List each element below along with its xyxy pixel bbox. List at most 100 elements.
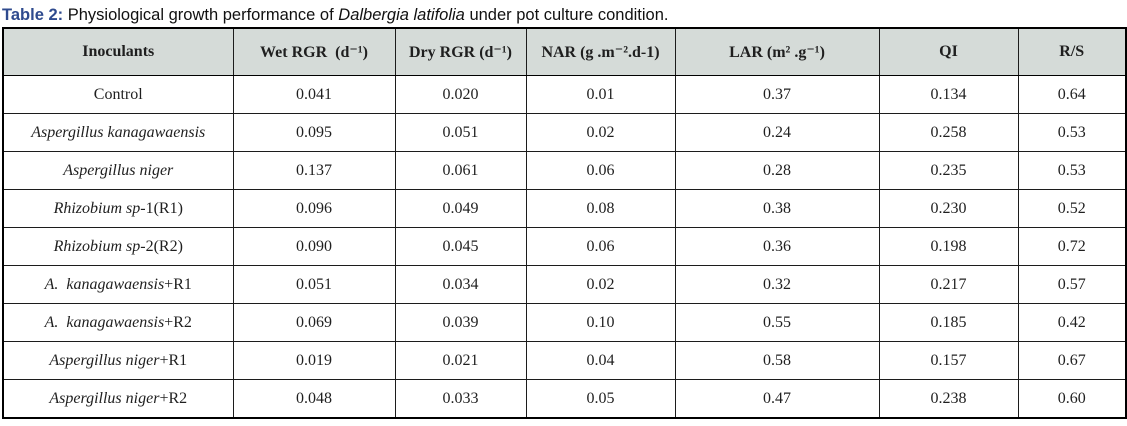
cell-wet-rgr: 0.048 [232, 379, 396, 419]
table-row: A. kanagawaensis+R1 0.051 0.034 0.02 0.3… [2, 265, 1127, 304]
cell-rs: 0.67 [1017, 341, 1127, 380]
cell-rs: 0.60 [1017, 379, 1127, 419]
cell-rs: 0.53 [1017, 113, 1127, 152]
cell-rs: 0.57 [1017, 265, 1127, 304]
inoculant-species-name: Rhizobium sp [53, 237, 141, 255]
cell-inoculant: A. kanagawaensis+R2 [2, 303, 234, 342]
table-caption-text-after: under pot culture condition. [464, 6, 669, 24]
inoculant-suffix: +R1 [164, 275, 192, 293]
cell-dry-rgr: 0.039 [394, 303, 527, 342]
table-row: Aspergillus niger+R1 0.019 0.021 0.04 0.… [2, 341, 1127, 380]
cell-dry-rgr: 0.020 [394, 75, 527, 114]
cell-inoculant: Control [2, 75, 234, 114]
inoculant-suffix: +R1 [159, 351, 188, 369]
cell-dry-rgr: 0.021 [394, 341, 527, 380]
table-row: Control 0.041 0.020 0.01 0.37 0.134 0.64 [2, 75, 1127, 114]
column-header-inoculants: Inoculants [2, 27, 234, 76]
table-row: Aspergillus niger 0.137 0.061 0.06 0.28 … [2, 151, 1127, 190]
table-caption: Table 2: Physiological growth performanc… [0, 0, 1127, 27]
cell-wet-rgr: 0.090 [232, 227, 396, 266]
cell-nar: 0.05 [525, 379, 676, 419]
column-header-lar: LAR (m² .g⁻¹) [674, 27, 880, 76]
inoculant-species-name: Aspergillus niger [49, 389, 160, 407]
cell-inoculant: Aspergillus niger [2, 151, 234, 190]
cell-rs: 0.64 [1017, 75, 1127, 114]
column-header-dry-rgr: Dry RGR (d⁻¹) [394, 27, 527, 76]
cell-nar: 0.04 [525, 341, 676, 380]
cell-lar: 0.36 [674, 227, 880, 266]
cell-qi: 0.238 [878, 379, 1019, 419]
cell-rs: 0.52 [1017, 189, 1127, 228]
column-header-rs: R/S [1017, 27, 1127, 76]
cell-qi: 0.134 [878, 75, 1019, 114]
column-header-nar: NAR (g .m⁻².d-1) [525, 27, 676, 76]
cell-lar: 0.28 [674, 151, 880, 190]
cell-inoculant: A. kanagawaensis+R1 [2, 265, 234, 304]
cell-nar: 0.02 [525, 113, 676, 152]
cell-inoculant: Rhizobium sp-1(R1) [2, 189, 234, 228]
table-header-row: Inoculants Wet RGR (d⁻¹) Dry RGR (d⁻¹) N… [2, 27, 1127, 76]
cell-wet-rgr: 0.051 [232, 265, 396, 304]
cell-rs: 0.72 [1017, 227, 1127, 266]
cell-qi: 0.185 [878, 303, 1019, 342]
cell-dry-rgr: 0.033 [394, 379, 527, 419]
results-table: Inoculants Wet RGR (d⁻¹) Dry RGR (d⁻¹) N… [2, 27, 1127, 419]
inoculant-species-name: A. kanagawaensis [44, 275, 165, 293]
cell-rs: 0.53 [1017, 151, 1127, 190]
inoculant-species-name: Aspergillus niger [49, 351, 160, 369]
table-caption-text-before: Physiological growth performance of [63, 6, 339, 24]
cell-wet-rgr: 0.137 [232, 151, 396, 190]
cell-inoculant: Aspergillus kanagawaensis [2, 113, 234, 152]
cell-lar: 0.55 [674, 303, 880, 342]
cell-nar: 0.10 [525, 303, 676, 342]
cell-qi: 0.217 [878, 265, 1019, 304]
cell-dry-rgr: 0.051 [394, 113, 527, 152]
table-row: Aspergillus kanagawaensis 0.095 0.051 0.… [2, 113, 1127, 152]
column-header-qi: QI [878, 27, 1019, 76]
cell-dry-rgr: 0.061 [394, 151, 527, 190]
cell-qi: 0.157 [878, 341, 1019, 380]
inoculant-species-name: Rhizobium sp [53, 199, 141, 217]
inoculant-suffix: Control [93, 85, 143, 103]
cell-wet-rgr: 0.041 [232, 75, 396, 114]
table-row: A. kanagawaensis+R2 0.069 0.039 0.10 0.5… [2, 303, 1127, 342]
inoculant-species-name: Aspergillus niger [63, 161, 174, 179]
inoculant-suffix: -1(R1) [140, 199, 183, 217]
cell-lar: 0.32 [674, 265, 880, 304]
cell-lar: 0.24 [674, 113, 880, 152]
table-row: Rhizobium sp-2(R2) 0.090 0.045 0.06 0.36… [2, 227, 1127, 266]
cell-dry-rgr: 0.049 [394, 189, 527, 228]
cell-nar: 0.06 [525, 151, 676, 190]
cell-nar: 0.01 [525, 75, 676, 114]
cell-inoculant: Rhizobium sp-2(R2) [2, 227, 234, 266]
cell-qi: 0.230 [878, 189, 1019, 228]
cell-lar: 0.37 [674, 75, 880, 114]
cell-nar: 0.02 [525, 265, 676, 304]
cell-lar: 0.38 [674, 189, 880, 228]
cell-wet-rgr: 0.095 [232, 113, 396, 152]
cell-wet-rgr: 0.069 [232, 303, 396, 342]
cell-wet-rgr: 0.019 [232, 341, 396, 380]
cell-dry-rgr: 0.045 [394, 227, 527, 266]
cell-lar: 0.58 [674, 341, 880, 380]
table-caption-label: Table 2: [2, 6, 64, 24]
cell-inoculant: Aspergillus niger+R2 [2, 379, 234, 419]
inoculant-species-name: A. kanagawaensis [44, 313, 165, 331]
cell-inoculant: Aspergillus niger+R1 [2, 341, 234, 380]
cell-qi: 0.198 [878, 227, 1019, 266]
cell-qi: 0.235 [878, 151, 1019, 190]
cell-wet-rgr: 0.096 [232, 189, 396, 228]
cell-lar: 0.47 [674, 379, 880, 419]
cell-nar: 0.06 [525, 227, 676, 266]
cell-qi: 0.258 [878, 113, 1019, 152]
cell-nar: 0.08 [525, 189, 676, 228]
table-row: Rhizobium sp-1(R1) 0.096 0.049 0.08 0.38… [2, 189, 1127, 228]
table-caption-species: Dalbergia latifolia [338, 6, 465, 24]
cell-rs: 0.42 [1017, 303, 1127, 342]
cell-dry-rgr: 0.034 [394, 265, 527, 304]
inoculant-suffix: -2(R2) [140, 237, 183, 255]
table-row: Aspergillus niger+R2 0.048 0.033 0.05 0.… [2, 379, 1127, 419]
inoculant-suffix: +R2 [164, 313, 192, 331]
column-header-wet-rgr: Wet RGR (d⁻¹) [232, 27, 396, 76]
